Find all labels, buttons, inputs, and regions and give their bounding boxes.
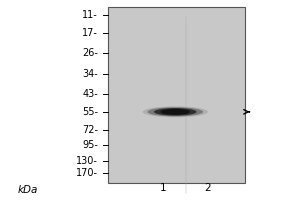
Text: 95-: 95-: [82, 140, 98, 150]
Text: 26-: 26-: [82, 48, 98, 58]
Text: 17-: 17-: [82, 28, 98, 38]
Text: 34-: 34-: [82, 69, 98, 79]
Ellipse shape: [148, 107, 203, 116]
Text: 43-: 43-: [82, 89, 98, 99]
Ellipse shape: [142, 106, 208, 117]
Text: 72-: 72-: [82, 125, 98, 135]
Text: 55-: 55-: [82, 107, 98, 117]
Text: 130-: 130-: [76, 156, 98, 166]
Text: 170-: 170-: [76, 168, 98, 178]
Text: kDa: kDa: [18, 185, 38, 195]
FancyBboxPatch shape: [108, 7, 245, 183]
Text: 2: 2: [205, 183, 211, 193]
Ellipse shape: [154, 108, 196, 116]
Text: 1: 1: [160, 183, 167, 193]
Ellipse shape: [160, 109, 190, 115]
Text: 11-: 11-: [82, 10, 98, 20]
